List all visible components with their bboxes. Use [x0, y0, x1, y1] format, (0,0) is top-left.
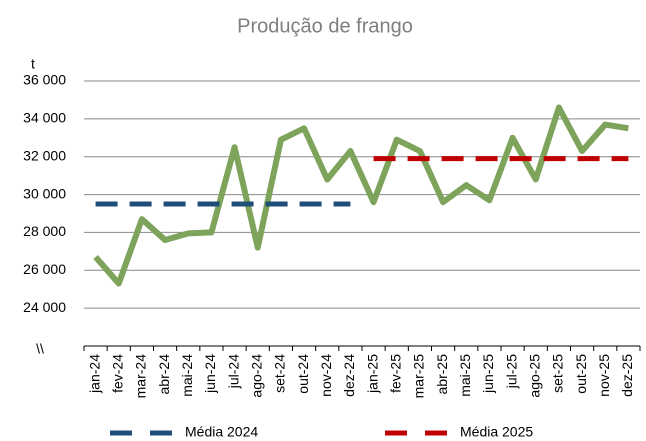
- legend-label: Média 2024: [185, 424, 258, 440]
- x-tick-label: jan-25: [364, 354, 380, 394]
- x-tick-label: mai-24: [179, 354, 195, 397]
- data-line: [93, 104, 629, 287]
- x-tick-label: out-25: [573, 354, 589, 394]
- x-tick-label: nov-24: [318, 354, 334, 397]
- x-tick-label: fev-25: [387, 354, 403, 393]
- x-tick-label: mar-24: [133, 354, 149, 399]
- x-tick-label: mai-25: [457, 354, 473, 397]
- x-tick-label: jun-24: [202, 354, 218, 394]
- x-tick-label: set-24: [272, 354, 288, 393]
- x-tick-label: dez-25: [619, 354, 635, 397]
- x-tick-label: ago-24: [248, 354, 264, 398]
- x-tick-label: jul-25: [503, 354, 519, 389]
- x-tick-label: jul-24: [225, 354, 241, 389]
- x-tick-label: dez-24: [341, 354, 357, 397]
- y-tick-label: 28 000: [23, 223, 66, 239]
- x-tick-label: ago-25: [526, 354, 542, 398]
- y-tick-label: 26 000: [23, 261, 66, 277]
- axis-break: \\: [36, 341, 44, 357]
- x-tick-label: abr-25: [434, 354, 450, 395]
- x-tick-label: nov-25: [596, 354, 612, 397]
- y-tick-label: 32 000: [23, 147, 66, 163]
- y-tick-label: 24 000: [23, 299, 66, 315]
- y-tick-label: 34 000: [23, 110, 66, 126]
- y-tick-label: 30 000: [23, 185, 66, 201]
- y-axis-label: t: [31, 56, 35, 72]
- x-tick-label: abr-24: [156, 354, 172, 395]
- legend-label: Média 2025: [460, 424, 533, 440]
- x-tick-label: fev-24: [109, 354, 125, 393]
- x-tick-label: set-25: [550, 354, 566, 393]
- x-tick-label: mar-25: [411, 354, 427, 399]
- x-tick-label: jun-25: [480, 354, 496, 394]
- chart-title: Produção de frango: [237, 15, 413, 37]
- x-tick-label: jan-24: [86, 354, 102, 394]
- y-tick-label: 36 000: [23, 72, 66, 88]
- x-tick-label: out-24: [295, 354, 311, 394]
